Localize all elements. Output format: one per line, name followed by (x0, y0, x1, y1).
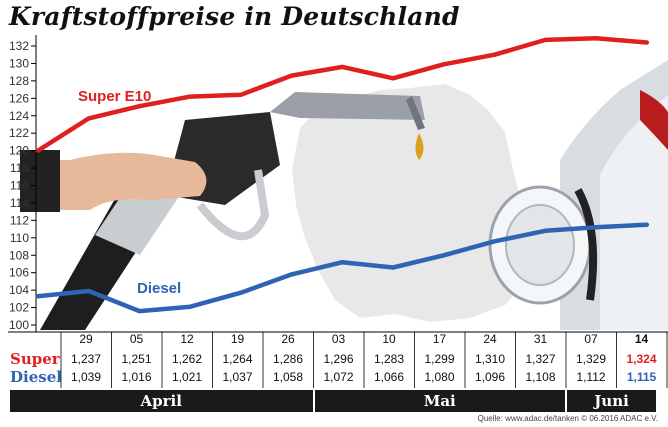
germany-map-shape (292, 84, 520, 322)
y-tick-label: 124 (9, 109, 29, 123)
table-cell: 1,016 (121, 370, 152, 384)
car-illustration (488, 60, 668, 330)
table-cell: 1,115 (626, 370, 657, 384)
x-tick-label: 26 (281, 332, 295, 346)
table-cell: 1,039 (70, 370, 102, 384)
fuel-nozzle-illustration (20, 92, 425, 330)
source-note: Quelle: www.adac.de/tanken © 06.2016 ADA… (477, 414, 658, 423)
table-cell: 1,329 (575, 352, 607, 366)
table-cell: 1,021 (171, 370, 203, 384)
table-cell: 1,283 (373, 352, 405, 366)
series-label-super: Super E10 (78, 88, 151, 105)
chart-title: Kraftstoffpreise in Deutschland (9, 2, 460, 31)
x-tick-label: 05 (129, 332, 144, 346)
y-tick-label: 116 (10, 179, 29, 193)
table-cell: 1,066 (373, 370, 405, 384)
table-separators (60, 332, 668, 388)
table-cell: 1,299 (424, 352, 455, 366)
y-tick-label: 114 (10, 196, 29, 210)
y-tick-label: 126 (9, 91, 29, 105)
y-tick-label: 108 (9, 248, 29, 262)
x-tick-label: 12 (180, 332, 194, 346)
y-tick-label: 120 (9, 144, 29, 158)
table-cell: 1,264 (222, 352, 253, 366)
x-tick-label: 31 (533, 332, 548, 346)
table-cell: 1,324 (626, 352, 657, 366)
y-tick-label: 102 (9, 301, 29, 315)
month-label: April (10, 390, 313, 412)
y-tick-label: 106 (9, 266, 29, 280)
x-tick-label: 29 (79, 332, 93, 346)
table-cell: 1,296 (323, 352, 354, 366)
month-label: Juni (567, 390, 656, 412)
table-cell: 1,096 (474, 370, 506, 384)
y-tick-label: 100 (9, 318, 29, 332)
x-tick-label: 10 (382, 332, 396, 346)
table-cell: 1,072 (323, 370, 354, 384)
y-tick-label: 110 (10, 231, 29, 245)
table-cell: 1,310 (474, 352, 506, 366)
table-cell: 1,108 (525, 370, 556, 384)
y-axis-ticks: 100 102 104 106 108 110 112 114 116 118 120 122 124 1… (9, 39, 36, 332)
table-cell: 1,037 (222, 370, 253, 384)
month-label: Mai (314, 390, 565, 412)
x-tick-label: 19 (230, 332, 245, 346)
table-cell: 1,112 (576, 370, 606, 384)
y-tick-label: 118 (10, 161, 29, 175)
row-label-super: Super (10, 350, 60, 368)
y-tick-label: 122 (9, 126, 29, 140)
series-super-line (35, 35, 650, 153)
table-cell: 1,262 (171, 352, 203, 366)
row-label-diesel: Diesel (10, 368, 62, 386)
x-tick-label: 07 (584, 332, 598, 346)
table-cell: 1,251 (121, 352, 152, 366)
x-tick-label: 17 (432, 332, 447, 346)
table-cell: 1,327 (525, 352, 556, 366)
table-cell: 1,237 (70, 352, 102, 366)
y-tick-label: 132 (9, 39, 29, 53)
series-diesel-line (35, 222, 650, 314)
y-tick-label: 112 (10, 213, 29, 227)
y-tick-label: 128 (9, 74, 29, 88)
x-tick-label: 24 (483, 332, 497, 346)
series-label-diesel: Diesel (137, 280, 181, 297)
y-tick-label: 104 (9, 283, 29, 297)
table-cell: 1,080 (424, 370, 455, 384)
table-cell: 1,058 (272, 370, 304, 384)
y-tick-label: 130 (9, 56, 29, 70)
table-cell: 1,286 (272, 352, 304, 366)
x-tick-label: 03 (331, 332, 346, 346)
x-tick-label: 14 (634, 332, 649, 346)
